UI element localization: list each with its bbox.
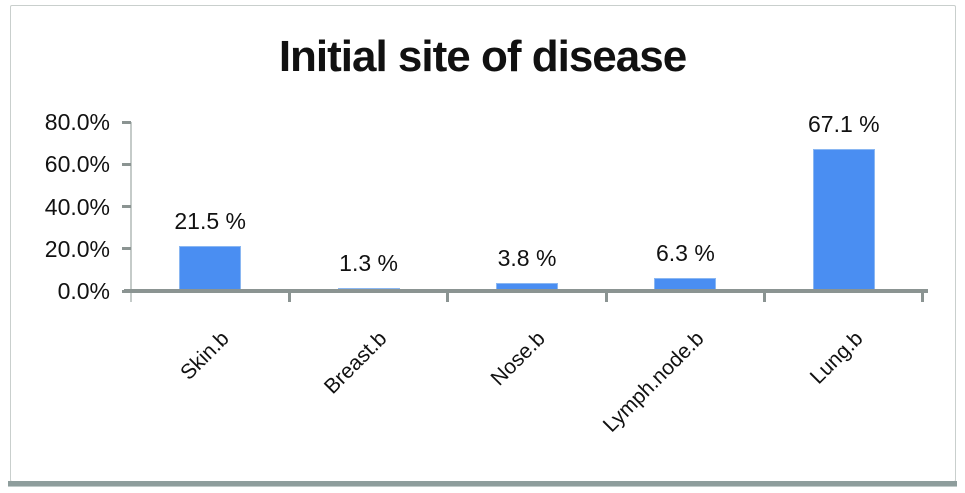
x-axis-tick [287,289,291,302]
x-axis-tick [763,289,767,302]
y-axis-label: 60.0% [44,151,110,178]
y-axis-tick [122,120,131,124]
y-axis-label: 80.0% [44,109,110,135]
y-axis-line [130,122,132,302]
bar-value-label: 67.1 % [807,111,880,138]
y-axis-tick [122,247,131,251]
bar-value-label: 3.8 % [497,244,557,271]
bar-value-label: 21.5 % [174,207,246,234]
x-axis-tick [921,289,924,302]
figure-bottom-edge [8,481,957,486]
bar-value-label: 1.3 % [339,250,398,277]
y-axis-label: 40.0% [44,193,110,220]
x-axis-tick [446,289,450,302]
bar-value-label: 6.3 % [655,239,715,266]
x-axis-line [124,289,928,293]
y-axis-label: 20.0% [44,235,110,262]
x-axis-label-text: Nose.b [486,327,551,391]
bar-lung-b [812,149,875,291]
x-axis-label-text: Breast.b [320,327,392,399]
y-axis-tick [122,205,131,208]
y-axis-label: 0.0% [57,278,110,304]
x-axis-label-text: Lung.b [805,327,868,389]
bar-skin-b [179,245,242,291]
x-axis-label-text: Lymph.node.b [598,327,709,437]
y-axis-tick [122,162,131,166]
x-axis-tick [604,289,608,302]
x-axis-label-text: Skin.b [175,327,234,385]
chart-title: Initial site of disease [278,32,687,81]
